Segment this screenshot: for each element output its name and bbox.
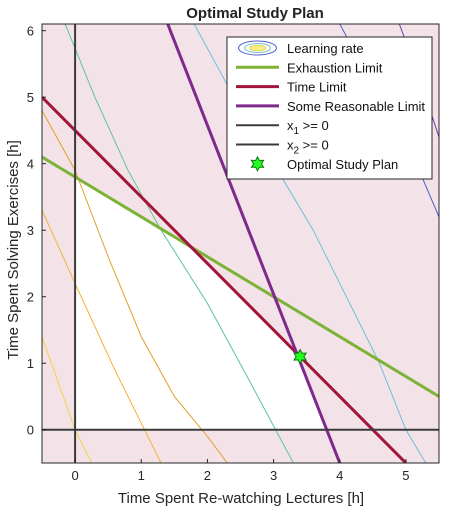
x-tick-label: 1 xyxy=(138,468,145,483)
tick-labels: 0 1 2 3 4 5 0 1 2 3 4 5 6 xyxy=(27,24,410,483)
feasible-region xyxy=(75,176,327,430)
series-line-exhaustion xyxy=(42,155,439,398)
x-tick-label: 4 xyxy=(336,468,343,483)
legend-label: Optimal Study Plan xyxy=(287,157,398,172)
legend-entry: x2 >= 0 xyxy=(236,138,329,157)
legend-entry: Time Limit xyxy=(236,80,347,95)
y-tick-label: 4 xyxy=(27,157,34,172)
y-tick-label: 0 xyxy=(27,423,34,438)
legend-swatch-contour xyxy=(244,43,271,53)
series-line-time xyxy=(42,96,407,463)
y-tick-label: 3 xyxy=(27,223,34,238)
optimal-point-marker xyxy=(293,348,308,365)
legend-label: Exhaustion Limit xyxy=(287,60,383,75)
x-tick-label: 5 xyxy=(402,468,409,483)
x-axis-label: Time Spent Re-watching Lectures [h] xyxy=(118,490,364,507)
legend-label: Time Limit xyxy=(287,80,347,95)
legend-label: x2 >= 0 xyxy=(287,138,329,157)
legend-swatch-contour xyxy=(249,44,266,52)
x-tick-label: 3 xyxy=(270,468,277,483)
x-tick-label: 0 xyxy=(71,468,78,483)
legend-box xyxy=(226,36,433,180)
legend-entry: Exhaustion Limit xyxy=(236,60,383,75)
chart-title: Optimal Study Plan xyxy=(186,5,324,22)
legend-swatch-star xyxy=(250,155,265,172)
y-tick-label: 5 xyxy=(27,90,34,105)
legend-label: x1 >= 0 xyxy=(287,118,329,137)
y-tick-label: 6 xyxy=(27,24,34,39)
legend-entry: Learning rate xyxy=(238,40,364,56)
legend-swatch-contour xyxy=(238,40,277,56)
legend-label: Some Reasonable Limit xyxy=(287,99,425,114)
legend-entry: Some Reasonable Limit xyxy=(236,99,425,114)
legend-label: Learning rate xyxy=(287,41,364,56)
legend: Learning rate Exhaustion Limit Time Limit S… xyxy=(226,36,433,180)
y-tick-label: 2 xyxy=(27,290,34,305)
contour-line-2 xyxy=(42,210,162,463)
plot-frame xyxy=(41,23,440,464)
y-axis-label: Time Spent Solving Exercises [h] xyxy=(5,140,22,360)
legend-entry: Optimal Study Plan xyxy=(250,155,398,172)
series-line-reasonable xyxy=(166,24,342,463)
x-tick-label: 2 xyxy=(204,468,211,483)
y-tick-label: 1 xyxy=(27,356,34,371)
legend-entry: x1 >= 0 xyxy=(236,118,329,137)
